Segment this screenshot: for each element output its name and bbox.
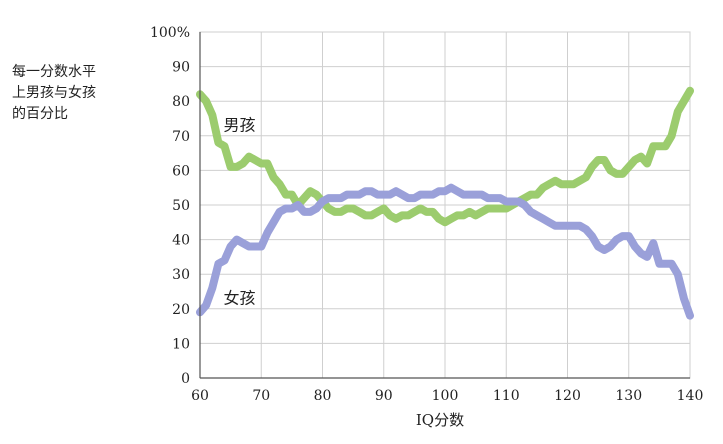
series-layer: [196, 86, 694, 320]
y-axis-label: 每一分数水平 上男孩与女孩 的百分比: [12, 62, 96, 125]
x-axis-title: IQ分数: [416, 411, 464, 429]
x-tick-label: 140: [677, 388, 704, 404]
x-tick-label: 120: [554, 388, 581, 404]
x-tick-label: 70: [252, 388, 270, 404]
axes: [199, 32, 690, 379]
x-tick-label: 110: [493, 388, 520, 404]
y-tick-label: 30: [172, 267, 190, 283]
boys-series-label: 男孩: [224, 115, 256, 134]
y-axis-label-line: 上男孩与女孩: [12, 85, 96, 101]
y-tick-label: 0: [181, 371, 190, 387]
x-tick-label: 60: [191, 388, 209, 404]
x-tick-label: 80: [314, 388, 332, 404]
grid-lines: [199, 31, 691, 379]
girls-series-label: 女孩: [224, 288, 256, 307]
x-tick-label: 130: [615, 388, 642, 404]
series-line-girls: [196, 183, 694, 320]
y-tick-label: 90: [172, 60, 190, 76]
y-axis-label-line: 每一分数水平: [12, 64, 96, 80]
x-tick-label: 100: [432, 388, 459, 404]
y-tick-label: 20: [172, 302, 190, 318]
y-tick-label: 10: [172, 336, 190, 352]
y-tick-label: 80: [172, 94, 190, 110]
y-tick-label: 100%: [150, 25, 190, 41]
y-axis-label-line: 的百分比: [12, 106, 68, 122]
x-tick-label: 90: [375, 388, 393, 404]
y-tick-label: 70: [172, 129, 190, 145]
tick-labels: 0 10 20 30 40 50 60 70 80 90 100% 60 70 80 90 100 110 120…: [150, 25, 703, 404]
y-tick-label: 60: [172, 163, 190, 179]
y-tick-label: 40: [172, 233, 190, 249]
y-tick-label: 50: [172, 198, 190, 214]
series-line-boys: [196, 86, 694, 227]
